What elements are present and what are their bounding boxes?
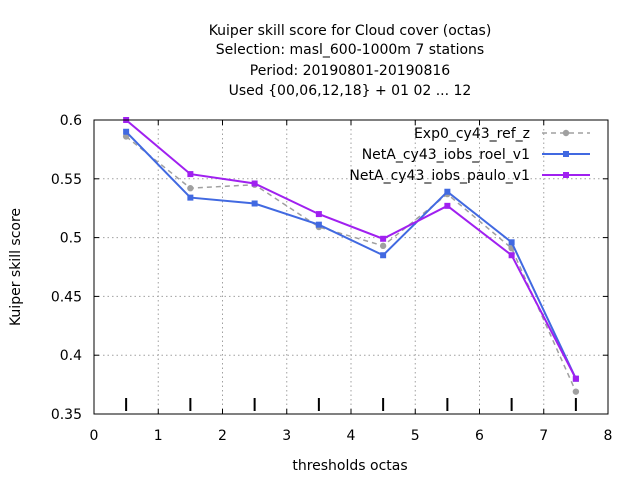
- series-line: [125, 135, 577, 393]
- data-point: [508, 239, 515, 246]
- x-tick-label: 5: [411, 428, 420, 444]
- x-tick-label: 4: [347, 428, 356, 444]
- legend-label: Exp0_cy43_ref_z: [414, 126, 530, 142]
- data-point: [251, 200, 258, 207]
- data-point: [315, 221, 322, 228]
- axis-ticks: [93, 119, 609, 415]
- y-tick-labels: 0.35 0.4 0.45 0.5 0.55 0.6: [51, 113, 82, 423]
- y-tick-label: 0.5: [60, 231, 82, 247]
- legend-entry: NetA_cy43_iobs_roel_v1: [362, 147, 590, 163]
- legend-marker: [563, 151, 569, 157]
- data-point: [444, 188, 451, 195]
- data-point: [187, 185, 194, 192]
- data-point: [315, 211, 322, 218]
- x-tick-label: 0: [90, 428, 99, 444]
- title-block: Kuiper skill score for Cloud cover (octa…: [209, 23, 492, 99]
- grid: [94, 120, 608, 414]
- title-line-1: Kuiper skill score for Cloud cover (octa…: [209, 23, 492, 39]
- x-tick-label: 1: [154, 428, 163, 444]
- series-line: [125, 119, 577, 380]
- y-tick-label: 0.35: [51, 407, 82, 423]
- data-point: [380, 235, 387, 242]
- data-point: [379, 242, 387, 250]
- data-point: [380, 252, 387, 259]
- x-tick-label: 7: [539, 428, 548, 444]
- legend-label: NetA_cy43_iobs_paulo_v1: [349, 168, 530, 184]
- title-line-2: Selection: masl_600-1000m 7 stations: [216, 42, 484, 58]
- legend-marker: [562, 129, 570, 137]
- legend: Exp0_cy43_ref_z NetA_cy43_iobs_roel_v1 Net…: [349, 126, 590, 184]
- data-point: [187, 171, 194, 178]
- data-point: [572, 375, 579, 382]
- data-point: [444, 202, 451, 209]
- data-point: [187, 194, 194, 201]
- y-tick-label: 0.6: [60, 113, 82, 129]
- y-tick-label: 0.55: [51, 172, 82, 188]
- series-line: [125, 131, 577, 380]
- y-tick-label: 0.45: [51, 289, 82, 305]
- plot-frame: [93, 119, 609, 415]
- x-tick-label: 6: [475, 428, 484, 444]
- legend-marker: [563, 172, 569, 178]
- x-tick-label: 2: [218, 428, 227, 444]
- title-line-3: Period: 20190801-20190816: [250, 63, 450, 79]
- x-axis-label: thresholds octas: [292, 458, 407, 474]
- y-tick-label: 0.4: [60, 348, 82, 364]
- legend-entry: Exp0_cy43_ref_z: [414, 126, 590, 142]
- title-line-4: Used {00,06,12,18} + 01 02 ... 12: [229, 83, 472, 99]
- data-point: [572, 388, 580, 395]
- data-point: [251, 180, 258, 187]
- data-point: [508, 252, 515, 259]
- legend-label: NetA_cy43_iobs_roel_v1: [362, 147, 530, 163]
- y-axis-label: Kuiper skill score: [8, 208, 24, 326]
- x-tick-labels: 0 1 2 3 4 5 6 7 8: [90, 428, 613, 444]
- series-lines: [122, 117, 580, 395]
- legend-entry: NetA_cy43_iobs_paulo_v1: [349, 168, 590, 184]
- x-tick-label: 8: [604, 428, 613, 444]
- data-point: [123, 128, 130, 135]
- x-tick-label: 3: [282, 428, 291, 444]
